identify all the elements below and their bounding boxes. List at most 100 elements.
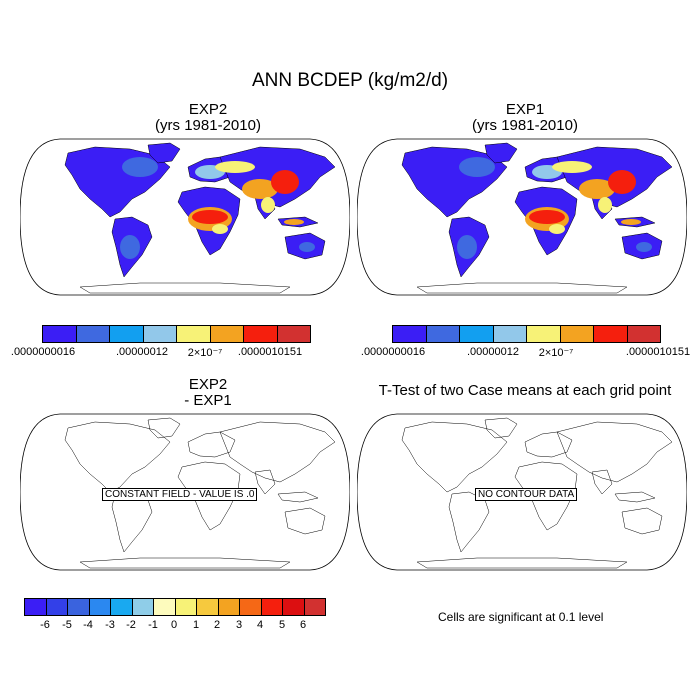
map-exp2-land bbox=[64, 142, 336, 294]
colorbar-exp2-cell bbox=[210, 326, 244, 342]
map-exp1-land bbox=[401, 142, 673, 294]
colorbar-diff-label: 6 bbox=[299, 619, 307, 631]
colorbar-exp1-cell bbox=[560, 326, 594, 342]
colorbar-exp1-cell bbox=[393, 326, 427, 342]
panel-diff-title-line1: EXP2 bbox=[188, 376, 228, 393]
colorbar-diff-label: -4 bbox=[83, 619, 93, 631]
colorbar-diff bbox=[24, 598, 326, 616]
colorbar-exp1-label: .0000010151 bbox=[625, 346, 691, 358]
map-exp2-antarctica bbox=[79, 282, 291, 294]
colorbar-diff-cell bbox=[111, 599, 133, 615]
map-exp1-australia-midblue bbox=[636, 242, 652, 252]
map-exp2-greenland bbox=[147, 142, 181, 164]
map-exp2-russia-yellow bbox=[215, 161, 255, 173]
panel-diff-title-line2: - EXP1 bbox=[184, 392, 232, 409]
map-exp1-china-red bbox=[608, 170, 636, 194]
map-diff-asia bbox=[219, 421, 336, 483]
map-diff-greenland bbox=[147, 417, 181, 439]
colorbar-diff-label: 4 bbox=[256, 619, 264, 631]
colorbar-exp2-cell bbox=[277, 326, 310, 342]
colorbar-exp1-cell bbox=[594, 326, 628, 342]
map-diff-africa bbox=[177, 461, 241, 531]
map-diff-india bbox=[254, 469, 276, 495]
colorbar-diff-label: 5 bbox=[278, 619, 286, 631]
map-diff-australia bbox=[284, 507, 326, 535]
colorbar-exp1-label: .0000000016 bbox=[360, 346, 426, 358]
significance-note: Cells are significant at 0.1 level bbox=[438, 610, 604, 624]
map-diff-antarctica bbox=[79, 557, 291, 569]
map-exp1-india-yellow bbox=[598, 197, 612, 213]
map-exp2-africa-red bbox=[192, 210, 228, 224]
map-exp1-antarctica bbox=[416, 282, 628, 294]
colorbar-diff-label: -6 bbox=[40, 619, 50, 631]
colorbar-exp2-cell bbox=[177, 326, 211, 342]
colorbar-diff-cell bbox=[218, 599, 240, 615]
map-exp1-asia-orange bbox=[579, 179, 615, 199]
map-exp1-russia-yellow bbox=[552, 161, 592, 173]
colorbar-exp2-cell bbox=[244, 326, 278, 342]
map-exp1-na-north-midblue bbox=[459, 157, 495, 177]
map-exp1-africa-red bbox=[529, 210, 565, 224]
colorbar-diff-cell bbox=[240, 599, 262, 615]
map-ttest-greenland bbox=[484, 417, 518, 439]
colorbar-exp1-cell bbox=[627, 326, 660, 342]
map-exp2-asia-orange bbox=[242, 179, 278, 199]
map-exp1-greenland bbox=[484, 142, 518, 164]
map-ttest-asia bbox=[556, 421, 673, 483]
colorbar-exp2-label: .0000010151 bbox=[237, 346, 303, 358]
map-diff-frame bbox=[20, 413, 350, 571]
colorbar-diff-cell bbox=[175, 599, 197, 615]
no-contour-note: NO CONTOUR DATA bbox=[475, 488, 578, 501]
colorbar-diff-cell bbox=[197, 599, 219, 615]
map-exp2-china-red bbox=[271, 170, 299, 194]
main-title: ANN BCDEP (kg/m2/d) bbox=[251, 70, 449, 91]
panel-exp1-title: EXP1 (yrs 1981-2010) bbox=[360, 102, 690, 134]
panel-exp1-title-line1: EXP1 bbox=[505, 101, 545, 118]
colorbar-exp1 bbox=[392, 325, 661, 343]
colorbar-exp2-cell bbox=[143, 326, 177, 342]
colorbar-exp2-label: .0000000016 bbox=[10, 346, 76, 358]
map-ttest-australia bbox=[621, 507, 663, 535]
colorbar-diff-cell bbox=[154, 599, 176, 615]
map-exp1-sa-midblue bbox=[457, 235, 477, 259]
map-ttest-indonesia bbox=[614, 491, 656, 503]
map-exp2-frame bbox=[20, 138, 350, 296]
colorbar-exp1-cell bbox=[460, 326, 494, 342]
colorbar-diff-label: -3 bbox=[105, 619, 115, 631]
map-diff-land bbox=[64, 417, 336, 569]
panel-exp2-title-line1: EXP2 bbox=[188, 101, 228, 118]
colorbar-diff-label: -5 bbox=[62, 619, 72, 631]
colorbar-diff-cell bbox=[89, 599, 111, 615]
colorbar-diff-label: 2 bbox=[213, 619, 221, 631]
colorbar-diff-label: 1 bbox=[192, 619, 200, 631]
panel-exp1-title-line2: (yrs 1981-2010) bbox=[472, 117, 578, 134]
map-diff-indonesia bbox=[277, 491, 319, 503]
panel-exp2-title: EXP2 (yrs 1981-2010) bbox=[43, 102, 373, 134]
colorbar-exp2-label: .00000012 bbox=[116, 346, 168, 358]
map-exp2-indonesia-orange bbox=[284, 219, 304, 225]
map-ttest-north-america bbox=[401, 421, 508, 493]
colorbar-exp2-cell bbox=[110, 326, 144, 342]
panel-ttest-title: T-Test of two Case means at each grid po… bbox=[378, 382, 672, 399]
colorbar-diff-cell bbox=[46, 599, 68, 615]
colorbar-diff-label: -2 bbox=[126, 619, 136, 631]
colorbar-exp1-label: .00000012 bbox=[467, 346, 519, 358]
colorbar-exp1-cell bbox=[527, 326, 561, 342]
map-ttest-europe bbox=[524, 431, 573, 458]
colorbar-diff-cell bbox=[68, 599, 90, 615]
colorbar-exp1-cell bbox=[426, 326, 460, 342]
constant-field-note: CONSTANT FIELD - VALUE IS .0 bbox=[102, 488, 258, 501]
colorbar-diff-cell bbox=[261, 599, 283, 615]
colorbar-diff-cell bbox=[132, 599, 154, 615]
panel-diff-title: EXP2 - EXP1 bbox=[43, 377, 373, 409]
map-diff-europe bbox=[187, 431, 236, 458]
colorbar-diff-cell bbox=[25, 599, 47, 615]
map-ttest-india bbox=[591, 469, 613, 495]
colorbar-diff-label: -1 bbox=[148, 619, 158, 631]
colorbar-exp2-label: 2×10⁻⁷ bbox=[187, 347, 223, 359]
colorbar-exp2-cell bbox=[43, 326, 77, 342]
colorbar-exp2-cell bbox=[76, 326, 110, 342]
colorbar-diff-cell bbox=[283, 599, 305, 615]
map-exp1-frame bbox=[357, 138, 687, 296]
map-ttest-frame bbox=[357, 413, 687, 571]
